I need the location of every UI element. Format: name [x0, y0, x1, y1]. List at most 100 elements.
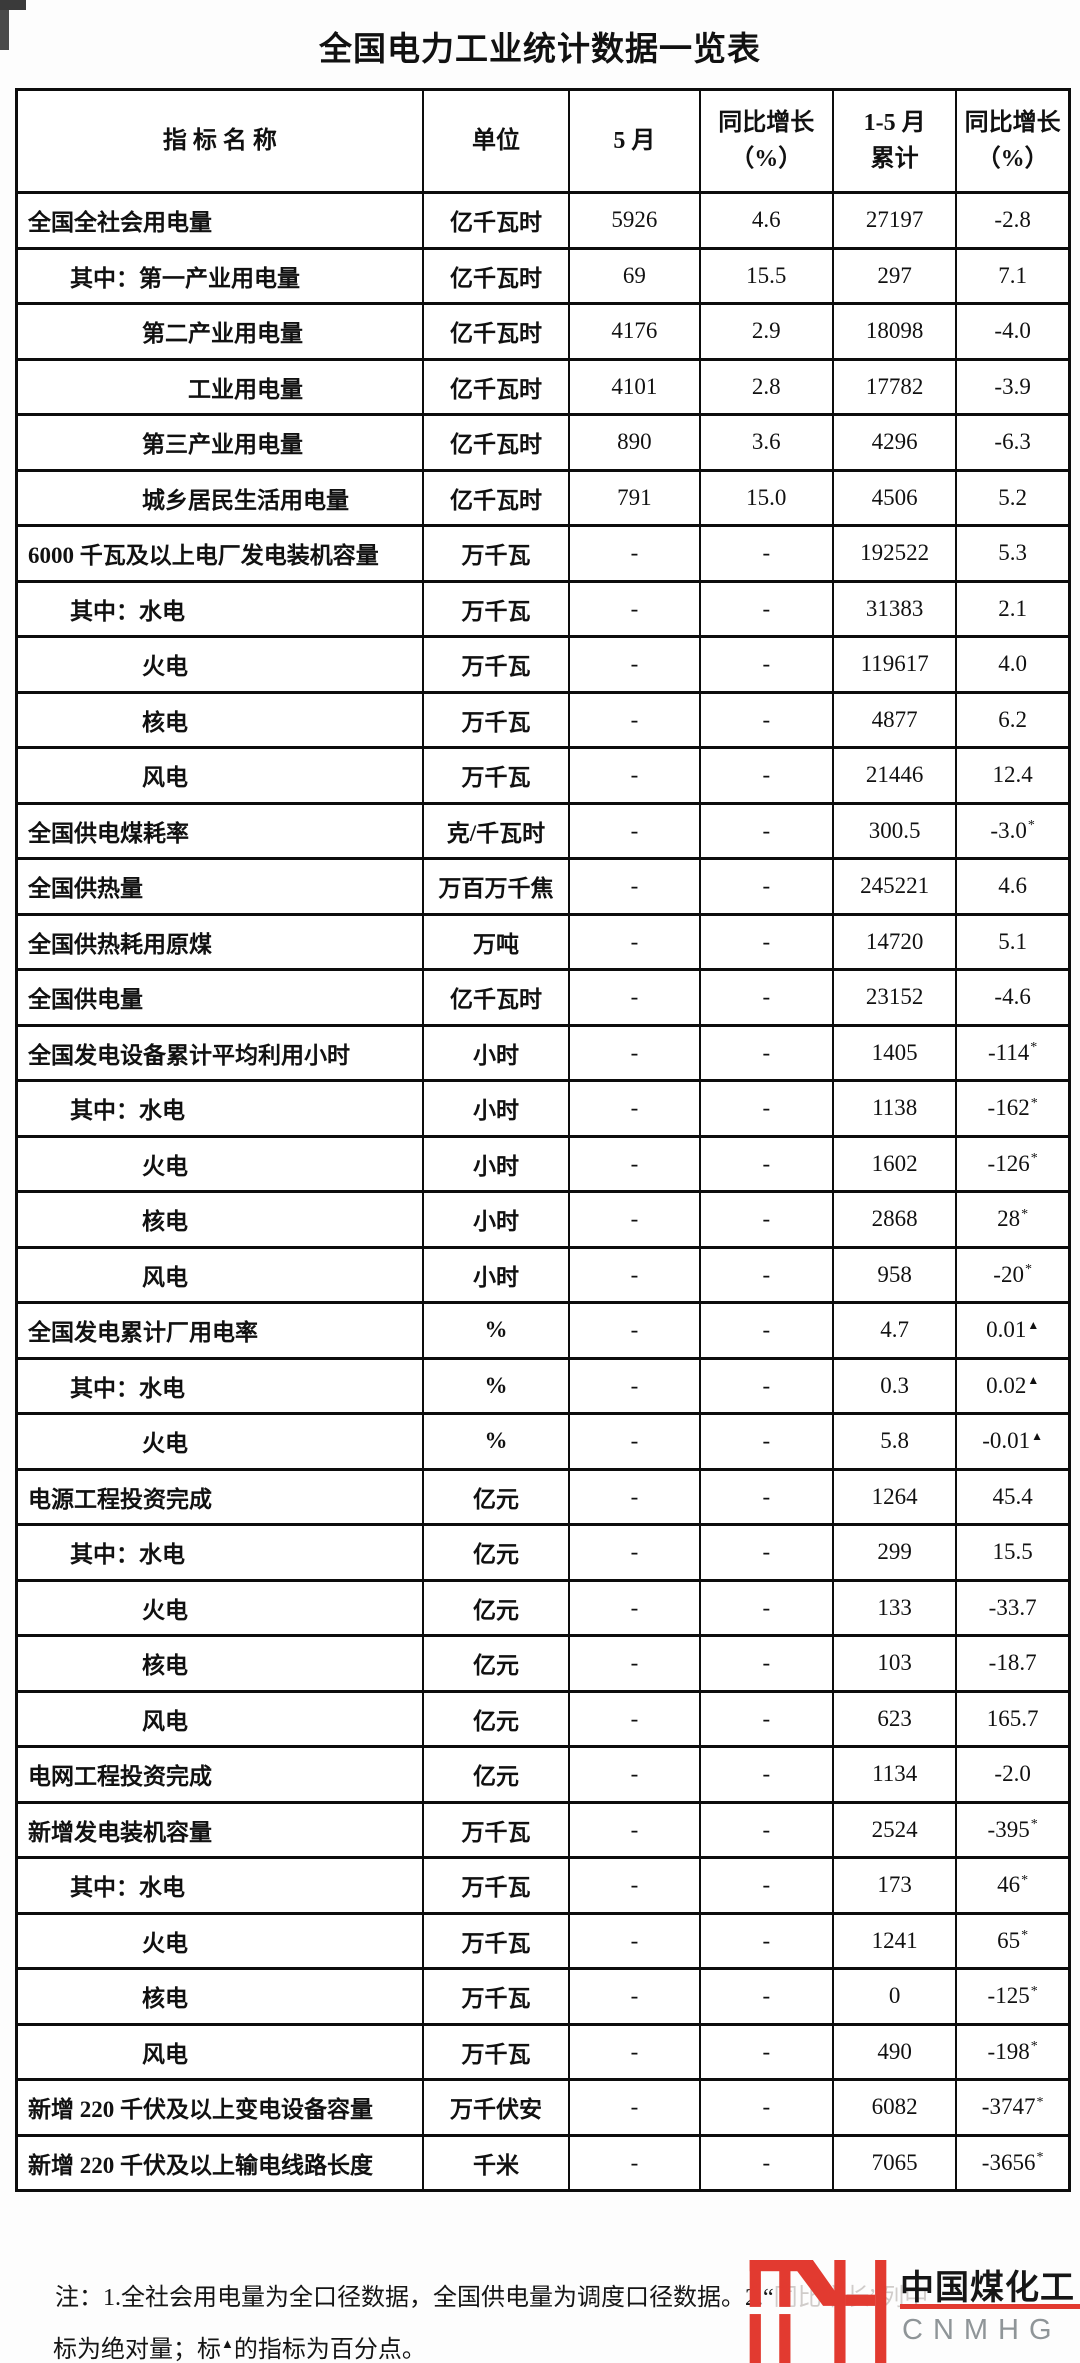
may-yoy-cell: - [698, 857, 835, 916]
may-yoy-cell: - [698, 912, 835, 971]
may-yoy-cell: - [698, 1301, 835, 1360]
may-yoy-cell: - [698, 1578, 835, 1637]
may-yoy-cell: - [698, 524, 835, 583]
table-row: 风电 万千瓦 - - 21446 12.4 [15, 746, 1071, 805]
may-value-cell: - [568, 968, 701, 1027]
unit-cell: 万千瓦 [421, 1856, 571, 1915]
cumulative-value-cell: 23152 [831, 968, 958, 1027]
asterisk-marker: * [1021, 1872, 1029, 1888]
triangle-marker: ▲ [1031, 1428, 1044, 1443]
unit-cell: 亿元 [421, 1634, 571, 1693]
triangle-marker: ▲ [1027, 1317, 1040, 1332]
cumulative-value-cell: 1138 [831, 1079, 958, 1138]
may-yoy-cell: 3.6 [698, 413, 835, 472]
table-row: 第二产业用电量 亿千瓦时 4176 2.9 18098 -4.0 [15, 302, 1071, 361]
may-value-cell: - [568, 1523, 701, 1582]
asterisk-marker: * [1030, 1983, 1038, 1999]
table-row: 其中：水电 万千瓦 - - 31383 2.1 [15, 579, 1071, 638]
col-header-may-yoy: 同比增长 （%） [698, 88, 835, 194]
unit-cell: 亿千瓦时 [421, 246, 571, 305]
cumulative-value-cell: 4.7 [831, 1301, 958, 1360]
cumulative-yoy-cell: -4.6 [955, 968, 1071, 1027]
may-value-cell: - [568, 524, 701, 583]
indicator-name-cell: 新增发电装机容量 [15, 1800, 424, 1859]
cumulative-value-cell: 31383 [831, 579, 958, 638]
indicator-name-cell: 城乡居民生活用电量 [15, 468, 424, 527]
unit-cell: 亿元 [421, 1523, 571, 1582]
may-yoy-cell: - [698, 746, 835, 805]
cumulative-yoy-cell: 46* [955, 1856, 1071, 1915]
unit-cell: 小时 [421, 1023, 571, 1082]
indicator-name-cell: 全国发电累计厂用电率 [15, 1301, 424, 1360]
cumulative-value-cell: 14720 [831, 912, 958, 971]
cumulative-value-cell: 490 [831, 2022, 958, 2081]
cumulative-value-cell: 1602 [831, 1134, 958, 1193]
table-row: 全国发电设备累计平均利用小时 小时 - - 1405 -114* [15, 1023, 1071, 1082]
cumulative-yoy-cell: 12.4 [955, 746, 1071, 805]
cumulative-value-cell: 245221 [831, 857, 958, 916]
triangle-marker: ▲ [1027, 1373, 1040, 1388]
unit-cell: 亿元 [421, 1467, 571, 1526]
table-row: 新增 220 千伏及以上变电设备容量 万千伏安 - - 6082 -3747* [15, 2078, 1071, 2137]
may-value-cell: - [568, 912, 701, 971]
cumulative-value-cell: 0 [831, 1967, 958, 2026]
may-yoy-cell: - [698, 1856, 835, 1915]
may-value-cell: - [568, 2078, 701, 2137]
cumulative-value-cell: 18098 [831, 302, 958, 361]
unit-cell: 万千瓦 [421, 579, 571, 638]
unit-cell: 万千瓦 [421, 1800, 571, 1859]
may-yoy-cell: - [698, 2133, 835, 2192]
cumulative-yoy-cell: -4.0 [955, 302, 1071, 361]
may-yoy-cell: 2.9 [698, 302, 835, 361]
page-title: 全国电力工业统计数据一览表 [319, 32, 761, 68]
table-row: 风电 万千瓦 - - 490 -198* [15, 2022, 1071, 2081]
unit-cell: 万千瓦 [421, 2022, 571, 2081]
col-header-unit: 单位 [421, 88, 571, 194]
cumulative-yoy-cell: 15.5 [955, 1523, 1071, 1582]
may-yoy-cell: - [698, 1634, 835, 1693]
col-header-indicator: 指 标 名 称 [15, 88, 424, 194]
may-yoy-cell: - [698, 579, 835, 638]
may-value-cell: 4176 [568, 302, 701, 361]
may-value-cell: - [568, 579, 701, 638]
table-row: 核电 万千瓦 - - 4877 6.2 [15, 690, 1071, 749]
table-row: 其中：水电 小时 - - 1138 -162* [15, 1079, 1071, 1138]
indicator-name-cell: 全国发电设备累计平均利用小时 [15, 1023, 424, 1082]
may-yoy-cell: 15.0 [698, 468, 835, 527]
indicator-name-cell: 其中：水电 [15, 1079, 424, 1138]
table-row: 火电 万千瓦 - - 1241 65* [15, 1911, 1071, 1970]
cumulative-value-cell: 133 [831, 1578, 958, 1637]
indicator-name-cell: 第三产业用电量 [15, 413, 424, 472]
may-value-cell: - [568, 1467, 701, 1526]
cumulative-yoy-cell: -114* [955, 1023, 1071, 1082]
may-value-cell: - [568, 1190, 701, 1249]
may-yoy-cell: 4.6 [698, 191, 835, 250]
cumulative-value-cell: 4506 [831, 468, 958, 527]
may-value-cell: 890 [568, 413, 701, 472]
table-row: 新增发电装机容量 万千瓦 - - 2524 -395* [15, 1800, 1071, 1859]
may-value-cell: - [568, 1800, 701, 1859]
cumulative-yoy-cell: -0.01▲ [955, 1412, 1071, 1471]
indicator-name-cell: 全国全社会用电量 [15, 191, 424, 250]
may-value-cell: - [568, 2133, 701, 2192]
unit-cell: 小时 [421, 1245, 571, 1304]
indicator-name-cell: 风电 [15, 2022, 424, 2081]
indicator-name-cell: 新增 220 千伏及以上输电线路长度 [15, 2133, 424, 2192]
cumulative-value-cell: 7065 [831, 2133, 958, 2192]
header-row: 指 标 名 称 单位 5 月 同比增长 （%） 1-5 月累计 同比增长 （%） [15, 88, 1071, 194]
may-value-cell: - [568, 857, 701, 916]
cumulative-yoy-cell: -20* [955, 1245, 1071, 1304]
table-row: 风电 亿元 - - 623 165.7 [15, 1689, 1071, 1748]
cumulative-yoy-cell: -198* [955, 2022, 1071, 2081]
indicator-name-cell: 核电 [15, 690, 424, 749]
unit-cell: 小时 [421, 1079, 571, 1138]
cumulative-yoy-cell: -3.9 [955, 357, 1071, 416]
cumulative-yoy-cell: -6.3 [955, 413, 1071, 472]
footnote-line-2: 标为绝对量；标▲的指标为百分点。 [53, 2336, 426, 2363]
may-yoy-cell: - [698, 2022, 835, 2081]
cumulative-value-cell: 27197 [831, 191, 958, 250]
may-yoy-cell: - [698, 801, 835, 860]
cumulative-yoy-cell: 65* [955, 1911, 1071, 1970]
may-value-cell: - [568, 1911, 701, 1970]
table-row: 全国发电累计厂用电率 % - - 4.7 0.01▲ [15, 1301, 1071, 1360]
